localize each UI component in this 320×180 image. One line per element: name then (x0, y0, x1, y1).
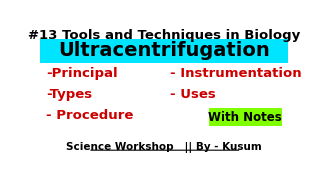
Text: Ultracentrifugation: Ultracentrifugation (58, 41, 270, 60)
Text: - Procedure: - Procedure (46, 109, 133, 122)
Text: With Notes: With Notes (209, 111, 282, 124)
Text: Science Workshop   || By - Kusum: Science Workshop || By - Kusum (66, 142, 262, 153)
Text: #13 Tools and Techniques in Biology: #13 Tools and Techniques in Biology (28, 29, 300, 42)
Text: -Types: -Types (46, 88, 92, 101)
Text: -Principal: -Principal (46, 68, 118, 80)
Text: - Instrumentation: - Instrumentation (170, 68, 302, 80)
FancyBboxPatch shape (209, 108, 282, 126)
Text: - Uses: - Uses (170, 88, 216, 101)
FancyBboxPatch shape (40, 39, 288, 63)
